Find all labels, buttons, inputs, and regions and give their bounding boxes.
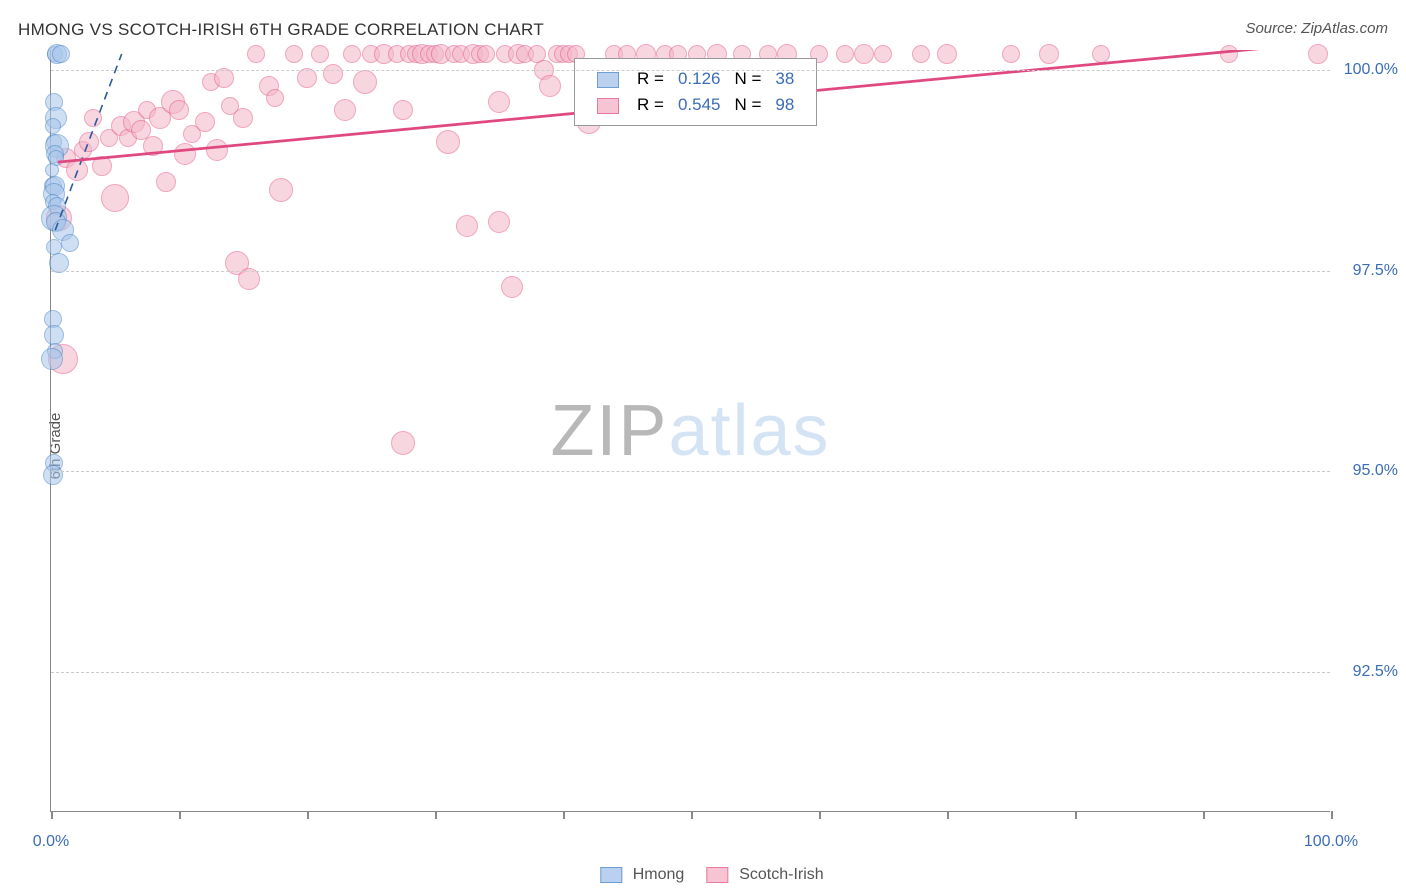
legend-N-label: N = — [728, 93, 767, 117]
data-point-scotch — [836, 45, 854, 63]
data-point-scotch — [1220, 45, 1238, 63]
swatch-hmong — [597, 72, 619, 88]
data-point-scotch — [247, 45, 265, 63]
legend-scotch-N: 98 — [769, 93, 800, 117]
series-legend: Hmong Scotch-Irish — [582, 866, 823, 884]
data-point-scotch — [343, 45, 361, 63]
data-point-scotch — [456, 215, 478, 237]
data-point-scotch — [488, 91, 510, 113]
data-point-hmong — [41, 348, 63, 370]
data-point-scotch — [1308, 44, 1328, 64]
data-point-scotch — [393, 100, 413, 120]
data-point-scotch — [937, 44, 957, 64]
gridline — [51, 471, 1330, 472]
y-tick-label: 100.0% — [1344, 61, 1398, 79]
swatch-hmong — [600, 867, 622, 883]
data-point-scotch — [92, 156, 112, 176]
swatch-scotch — [597, 98, 619, 114]
source-attribution: Source: ZipAtlas.com — [1245, 20, 1388, 37]
data-point-scotch — [311, 45, 329, 63]
data-point-scotch — [174, 143, 196, 165]
data-point-scotch — [1002, 45, 1020, 63]
gridline — [51, 70, 1330, 71]
data-point-scotch — [297, 68, 317, 88]
legend-label-hmong: Hmong — [633, 866, 685, 883]
legend-scotch-R: 0.545 — [672, 93, 727, 117]
watermark-atlas: atlas — [668, 391, 830, 471]
legend-R-label: R = — [631, 93, 670, 117]
y-tick-label: 95.0% — [1353, 462, 1398, 480]
data-point-scotch — [436, 130, 460, 154]
x-tick — [435, 811, 437, 819]
data-point-scotch — [79, 132, 99, 152]
data-point-scotch — [156, 172, 176, 192]
y-tick-label: 97.5% — [1353, 262, 1398, 280]
y-tick-label: 92.5% — [1353, 663, 1398, 681]
watermark-zip: ZIP — [550, 391, 668, 471]
data-point-scotch — [206, 139, 228, 161]
data-point-hmong — [61, 234, 79, 252]
x-tick — [1075, 811, 1077, 819]
trend-lines — [51, 50, 1330, 811]
data-point-scotch — [323, 64, 343, 84]
swatch-scotch — [707, 867, 729, 883]
data-point-scotch — [66, 159, 88, 181]
chart-title: HMONG VS SCOTCH-IRISH 6TH GRADE CORRELAT… — [18, 20, 544, 40]
x-tick — [819, 811, 821, 819]
data-point-scotch — [391, 431, 415, 455]
data-point-scotch — [1092, 45, 1110, 63]
gridline — [51, 672, 1330, 673]
data-point-scotch — [488, 211, 510, 233]
data-point-scotch — [269, 178, 293, 202]
data-point-scotch — [874, 45, 892, 63]
data-point-scotch — [84, 109, 102, 127]
data-point-scotch — [501, 276, 523, 298]
x-tick — [691, 811, 693, 819]
data-point-scotch — [266, 89, 284, 107]
x-tick-label: 0.0% — [33, 833, 69, 851]
data-point-scotch — [101, 184, 129, 212]
x-tick-label: 100.0% — [1304, 833, 1358, 851]
x-tick — [307, 811, 309, 819]
x-tick — [947, 811, 949, 819]
data-point-scotch — [353, 70, 377, 94]
data-point-scotch — [233, 108, 253, 128]
data-point-hmong — [44, 325, 64, 345]
data-point-scotch — [334, 99, 356, 121]
x-tick — [563, 811, 565, 819]
x-tick — [179, 811, 181, 819]
gridline — [51, 271, 1330, 272]
x-tick — [1203, 811, 1205, 819]
data-point-hmong — [43, 465, 63, 485]
data-point-scotch — [285, 45, 303, 63]
data-point-scotch — [143, 136, 163, 156]
correlation-legend: R = 0.126 N = 38 R = 0.545 N = 98 — [574, 58, 817, 126]
data-point-scotch — [1039, 44, 1059, 64]
legend-row-scotch: R = 0.545 N = 98 — [591, 93, 800, 117]
data-point-hmong — [45, 118, 61, 134]
data-point-hmong — [49, 253, 69, 273]
data-point-scotch — [539, 75, 561, 97]
legend-label-scotch: Scotch-Irish — [739, 866, 823, 883]
data-point-hmong — [52, 45, 70, 63]
data-point-scotch — [477, 45, 495, 63]
watermark: ZIPatlas — [550, 390, 830, 472]
data-point-scotch — [912, 45, 930, 63]
data-point-scotch — [214, 68, 234, 88]
x-tick — [51, 811, 53, 819]
data-point-scotch — [854, 44, 874, 64]
chart-plot-area: ZIPatlas R = 0.126 N = 38 R = 0.545 N = … — [50, 50, 1330, 812]
data-point-scotch — [195, 112, 215, 132]
data-point-hmong — [45, 163, 59, 177]
x-tick — [1331, 811, 1333, 819]
data-point-scotch — [169, 100, 189, 120]
